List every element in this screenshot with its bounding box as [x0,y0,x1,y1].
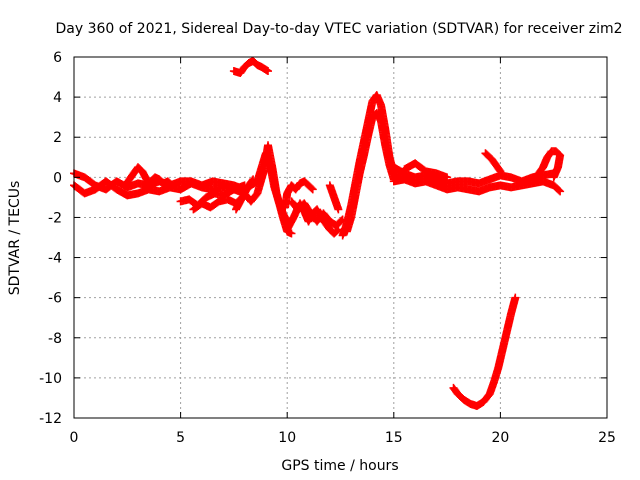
series-trough-10-12b [287,197,347,230]
x-tick-label: 10 [278,430,296,446]
series-trough-10-12a [283,199,343,238]
grid [74,57,607,418]
data-point [511,293,520,302]
axes: 0 5 10 15 20 25 -12 -10 -8 -6 -4 -2 0 2 4 6 [39,50,616,446]
series-shelf-10-11 [281,177,317,212]
y-tick-label: -2 [48,210,62,226]
x-tick-label: 20 [491,430,509,446]
y-tick-label: -6 [48,291,62,307]
series-hook-19 [481,149,505,176]
data-point [249,175,258,184]
x-tick-label: 25 [598,430,616,446]
series-peak-b [342,109,398,236]
data-point [496,167,505,176]
data-point [287,229,296,238]
series-after-c [400,159,452,182]
data-point [549,173,558,182]
y-tick-label: 0 [53,170,62,186]
y-tick-label: -8 [48,331,62,347]
data-point [307,184,316,193]
data-point [264,67,273,76]
data-point [308,185,317,194]
y-tick-label: -12 [39,411,62,427]
data-point [555,186,564,195]
y-tick-label: 6 [53,50,62,66]
chart-title: Day 360 of 2021, Sidereal Day-to-day VTE… [56,21,623,37]
data-point [556,187,565,196]
series-end-22 [530,147,565,184]
data-point [443,173,452,182]
series-after-b [389,175,565,196]
series-dip-8 [232,175,258,214]
y-tick-label: -4 [48,251,62,267]
x-tick-label: 15 [385,430,403,446]
x-tick-label: 5 [176,430,185,446]
y-tick-label: -10 [39,371,62,387]
data-series [70,57,565,410]
y-axis-label: SDTVAR / TECUs [7,181,23,296]
series-rise-12 [325,181,343,214]
data-point [334,205,343,214]
y-tick-label: 2 [53,130,62,146]
y-tick-label: 4 [53,90,62,106]
data-point [167,180,176,189]
series-top-8 [229,57,273,78]
plot-frame [73,56,608,419]
data-point [248,176,257,185]
x-axis-label: GPS time / hours [281,458,398,474]
x-tick-label: 0 [70,430,79,446]
data-point [168,181,177,190]
series-hook-neg [449,293,520,410]
series-hump-4 [142,173,177,194]
data-point [495,166,504,175]
